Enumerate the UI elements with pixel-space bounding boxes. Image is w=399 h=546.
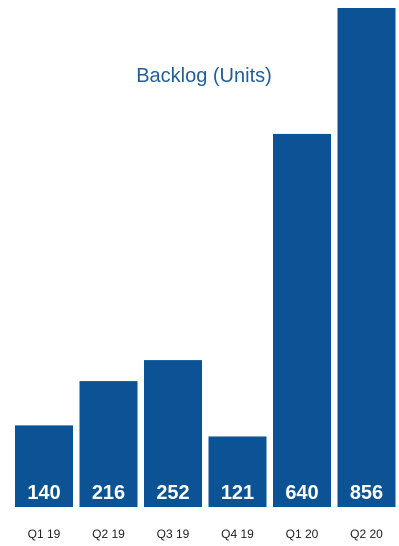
value-labels-group: 140 216 252 121 640 856 [27,482,383,504]
x-tick-label: Q1 19 [28,527,61,541]
x-tick-label: Q1 20 [286,527,319,541]
bar-q1-19 [15,425,73,507]
bar-q3-19 [144,360,202,507]
bar-q1-20 [273,133,331,507]
value-label: 856 [350,482,383,504]
value-label: 640 [285,482,318,504]
value-label: 140 [27,482,60,504]
x-tick-labels-group: Q1 19 Q2 19 Q3 19 Q4 19 Q1 20 Q2 20 [28,527,384,541]
bar-q2-19 [79,381,138,507]
value-label: 252 [156,482,189,504]
bar-q4-19 [208,436,267,507]
x-tick-label: Q2 20 [350,527,383,541]
bars-group [15,8,396,507]
x-tick-label: Q2 19 [92,527,125,541]
bar-q2-20 [337,8,396,507]
x-tick-label: Q3 19 [157,527,190,541]
value-label: 121 [221,482,254,504]
value-label: 216 [92,482,125,504]
chart-title: Backlog (Units) [136,65,272,87]
x-tick-label: Q4 19 [221,527,254,541]
